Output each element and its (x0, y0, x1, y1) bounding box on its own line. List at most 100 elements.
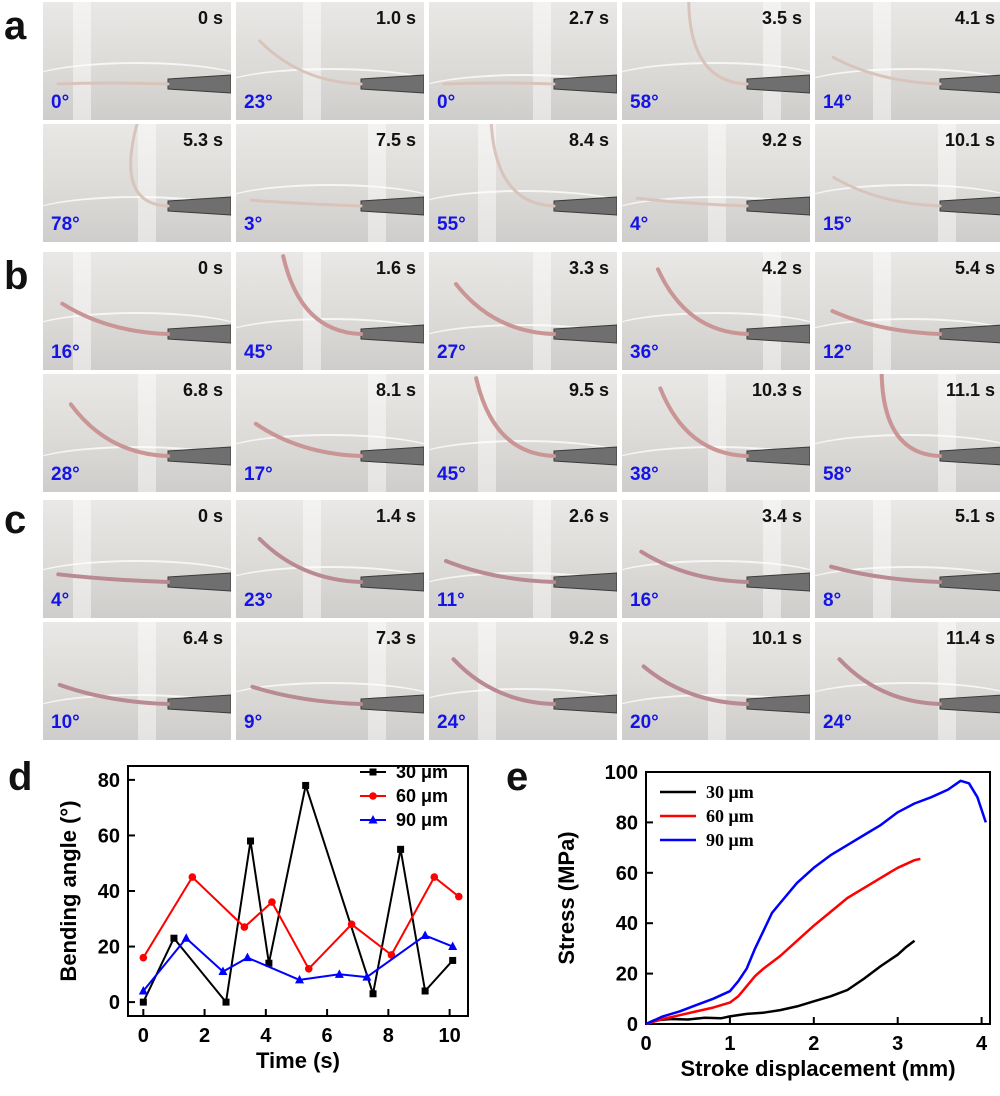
frame-angle-label: 23° (244, 92, 273, 113)
frame-tile-c-8: 9.2 s 24° (429, 622, 617, 740)
ribbon-illustration (635, 196, 810, 216)
y-tick-label: 0 (109, 992, 120, 1014)
film-ribbon (253, 421, 363, 458)
frame-angle-label: 0° (51, 92, 70, 113)
data-point (240, 923, 249, 931)
dish-rim (815, 566, 1000, 608)
frame-tile-b-10: 11.1 s 58° (815, 374, 1000, 492)
series-line-3 (645, 779, 987, 1026)
tweezer-tip (939, 694, 1000, 714)
dish-rim (815, 318, 1000, 360)
frame-tile-b-8: 9.5 s 45° (429, 374, 617, 492)
frame-angle-label: 36° (630, 342, 659, 363)
frame-tile-a-8: 8.4 s 55° (429, 124, 617, 242)
frame-tile-a-1: 0 s 0° (43, 2, 231, 120)
frame-angle-label: 38° (630, 464, 659, 485)
data-point (347, 920, 356, 929)
tweezer-tip (939, 196, 1000, 216)
tweezer-tip (167, 694, 231, 714)
data-point (369, 990, 377, 998)
dish-rim (429, 74, 617, 116)
frame-time-label: 7.3 s (375, 628, 416, 648)
frame-tile-c-3: 2.6 s 11° (429, 500, 617, 618)
tweezer-tip (360, 572, 424, 592)
series-line-2 (645, 857, 921, 1026)
dish-rim (429, 572, 617, 614)
y-tick-label: 0 (627, 1014, 638, 1036)
frame-tile-a-2: 1.0 s 23° (236, 2, 424, 120)
x-tick-label: 2 (808, 1033, 819, 1055)
frame-time-label: 2.6 s (568, 506, 609, 526)
frame-angle-label: 45° (244, 342, 273, 363)
tweezer-tip (360, 446, 424, 466)
film-ribbon (250, 684, 363, 706)
ribbon-illustration (60, 301, 231, 344)
ribbon-illustration (656, 267, 810, 344)
ribbon-illustration (258, 39, 424, 94)
tweezer-tip (167, 324, 231, 344)
panel-letter-e: e (506, 755, 528, 799)
frame-time-label: 5.1 s (954, 506, 995, 526)
film-ribbon (474, 376, 556, 458)
ribbon-illustration (451, 657, 617, 714)
panel-letter-d: d (8, 755, 32, 799)
dish-rim (43, 560, 231, 602)
frame-angle-label: 3° (244, 214, 263, 235)
legend-marker (369, 792, 377, 800)
ribbon-illustration (68, 402, 231, 466)
frame-time-label: 10.3 s (751, 380, 802, 400)
plot-frame (645, 771, 991, 1025)
ribbon-illustration (830, 309, 1000, 344)
ribbon-illustration (250, 684, 424, 714)
film-ribbon (837, 657, 942, 706)
dish-rim (622, 62, 810, 104)
dish-rim (43, 446, 231, 488)
y-tick-label: 60 (616, 863, 638, 885)
ribbon-illustration (454, 282, 617, 344)
y-axis-label: Bending angle (°) (56, 800, 81, 981)
tweezer-tip (939, 324, 1000, 344)
frame-time-label: 10.1 s (944, 130, 995, 150)
panel-letter-b: b (4, 254, 29, 298)
data-point (387, 951, 396, 959)
tweezer-tip (939, 74, 1000, 94)
ribbon-illustration (639, 549, 810, 592)
frame-angle-label: 78° (51, 214, 80, 235)
frame-angle-label: 8° (823, 590, 842, 611)
frame-tile-a-6: 5.3 s 78° (43, 124, 231, 242)
data-point (139, 998, 147, 1006)
film-ribbon (656, 267, 749, 336)
data-point (170, 934, 178, 942)
data-point (265, 959, 273, 967)
data-point (302, 781, 310, 789)
frame-time-label: 5.4 s (954, 258, 995, 278)
x-tick-label: 0 (640, 1033, 651, 1055)
ribbon-illustration (831, 55, 1000, 94)
legend-label: 60 μm (396, 786, 448, 806)
data-point (420, 930, 430, 939)
tweezer-tip (746, 324, 810, 344)
tweezer-tip (746, 74, 810, 94)
frame-tile-a-9: 9.2 s 4° (622, 124, 810, 242)
frame-tile-b-6: 6.8 s 28° (43, 374, 231, 492)
y-tick-label: 40 (98, 881, 120, 903)
film-ribbon (56, 572, 170, 584)
film-ribbon (129, 124, 170, 208)
dish-rim (236, 184, 424, 226)
film-ribbon (56, 81, 170, 86)
x-axis-label: Stroke displacement (mm) (680, 1056, 955, 1081)
frame-angle-label: 16° (630, 590, 659, 611)
y-tick-label: 20 (98, 937, 120, 959)
x-tick-label: 4 (260, 1025, 272, 1047)
legend-label: 30 μm (706, 782, 754, 802)
frame-tile-b-5: 5.4 s 12° (815, 252, 1000, 370)
film-ribbon (258, 39, 363, 86)
dish-rim (429, 324, 617, 366)
dish-rim (236, 566, 424, 608)
data-point (268, 898, 276, 906)
dish-rim (622, 694, 810, 736)
dish-rim (815, 434, 1000, 476)
frame-tile-c-2: 1.4 s 23° (236, 500, 424, 618)
tweezer-tip (360, 74, 424, 94)
